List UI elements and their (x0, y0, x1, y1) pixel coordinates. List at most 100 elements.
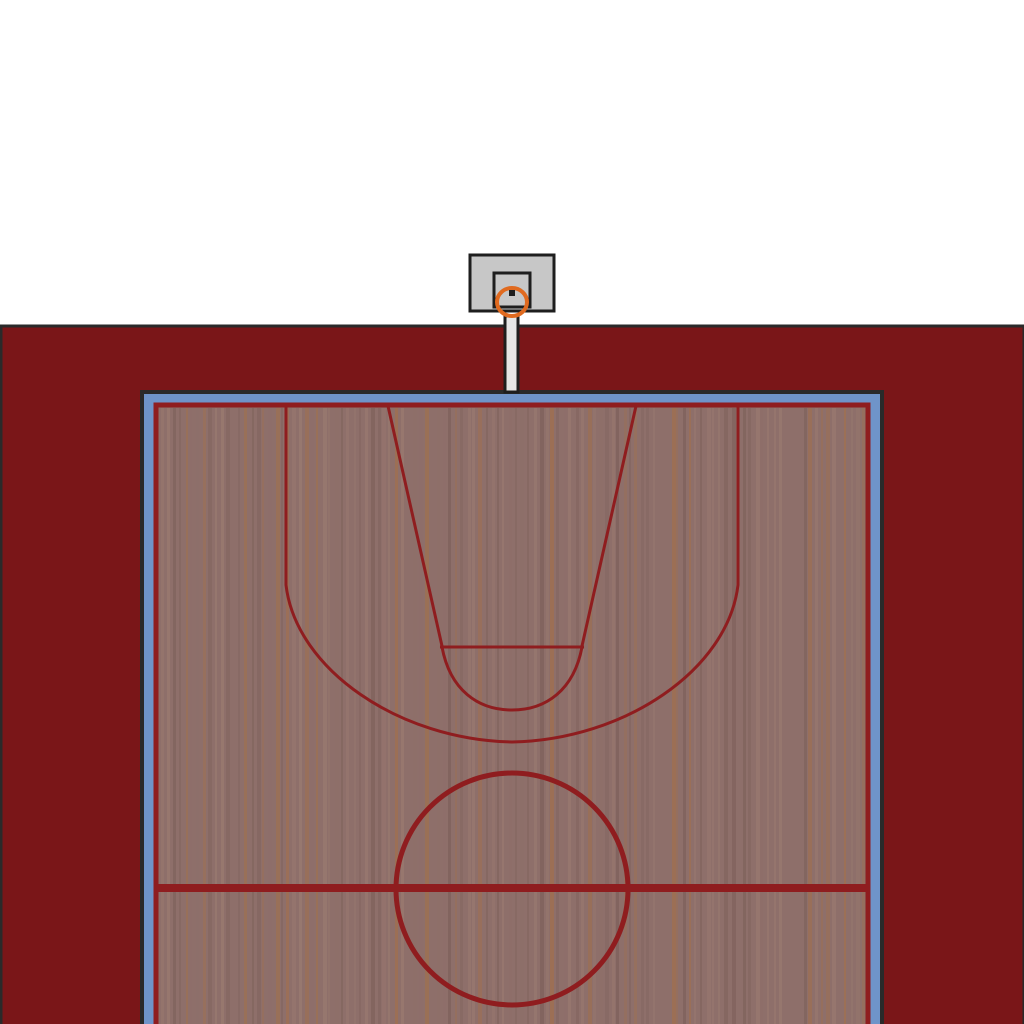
floor-plank (774, 408, 776, 1024)
floor-plank (161, 408, 164, 1024)
backboard (468, 253, 556, 313)
floor-plank (527, 408, 529, 1024)
floor-plank (832, 408, 836, 1024)
three-point-arc (284, 406, 740, 744)
floor-plank (844, 408, 846, 1024)
floor-plank (546, 408, 549, 1024)
floor-plank (672, 408, 676, 1024)
floor-plank (815, 408, 818, 1024)
floor-plank (724, 408, 728, 1024)
floor-plank (839, 408, 842, 1024)
floor-plank (378, 408, 381, 1024)
hoop-pole (503, 314, 520, 394)
floor-plank (419, 408, 423, 1024)
floor-plank (203, 408, 206, 1024)
floor-plank (299, 408, 302, 1024)
free-throw-semicircle (440, 646, 584, 712)
floor-plank (588, 408, 592, 1024)
floor-plank (173, 408, 176, 1024)
floor-plank (540, 408, 544, 1024)
floor-plank (616, 408, 619, 1024)
court-markings (156, 405, 868, 1008)
floor-plank (712, 408, 714, 1024)
floor-plank (605, 408, 609, 1024)
floor-plank (748, 408, 751, 1024)
floor-plank (785, 408, 789, 1024)
floor-plank (167, 408, 170, 1024)
floor-plank (244, 408, 247, 1024)
floor-plank (472, 408, 475, 1024)
floor-plank (676, 408, 678, 1024)
floor-plank (520, 408, 524, 1024)
floor-plank (316, 408, 318, 1024)
floor-plank (365, 408, 368, 1024)
floor-plank (468, 408, 471, 1024)
floor-plank (659, 408, 663, 1024)
floor-plank (534, 408, 537, 1024)
floor-plank (221, 408, 224, 1024)
floor-plank (646, 408, 649, 1024)
floor-plank (281, 408, 283, 1024)
free-throw-lane (386, 405, 638, 647)
backboard-target-square (492, 271, 532, 309)
floor-plank (359, 408, 361, 1024)
floor-plank (443, 408, 446, 1024)
floor-plank (568, 408, 571, 1024)
floor-plank (576, 408, 579, 1024)
floor-plank (737, 408, 739, 1024)
floor-plank (215, 408, 217, 1024)
floor-plank (707, 408, 711, 1024)
floor-plank (593, 408, 596, 1024)
floor-plank (388, 408, 390, 1024)
floor-plank (190, 408, 192, 1024)
floor-plank (354, 408, 356, 1024)
floor-plank (478, 408, 482, 1024)
floor-plank (804, 408, 807, 1024)
floor-plank (862, 408, 865, 1024)
floor-plank (323, 408, 327, 1024)
floor-plank (856, 408, 860, 1024)
floor-plank (238, 408, 240, 1024)
floor-plank (564, 408, 567, 1024)
floor-plank (437, 408, 440, 1024)
floor-plank (689, 408, 691, 1024)
floor-plank (550, 408, 554, 1024)
floor-plank (515, 408, 517, 1024)
floor-plank (382, 408, 386, 1024)
floor-plank (431, 408, 433, 1024)
floor-plank (413, 408, 417, 1024)
floor-plank (718, 408, 720, 1024)
floor-planks (161, 408, 865, 1024)
floor-plank (629, 408, 631, 1024)
floor-plank (486, 408, 488, 1024)
floor-plank (664, 408, 666, 1024)
floor-plank (371, 408, 375, 1024)
floor-plank (305, 408, 309, 1024)
floor-plank (779, 408, 782, 1024)
hoop-rim (495, 286, 529, 318)
floor-plank (497, 408, 499, 1024)
floor-plank (341, 408, 343, 1024)
floor-plank (694, 408, 696, 1024)
floor-plank (252, 408, 254, 1024)
floor-plank (767, 408, 769, 1024)
floor-plank (226, 408, 230, 1024)
floor-plank (808, 408, 812, 1024)
floor-plank (401, 408, 404, 1024)
floor-plank (448, 408, 451, 1024)
floor-plank (700, 408, 702, 1024)
floor-plank (425, 408, 429, 1024)
rim-connector (509, 290, 515, 296)
floor-plank (492, 408, 495, 1024)
floor-plank (407, 408, 410, 1024)
floor-plank (821, 408, 823, 1024)
floor-plank (826, 408, 830, 1024)
floor-plank (732, 408, 736, 1024)
floor-plank (599, 408, 603, 1024)
floor-plank (346, 408, 349, 1024)
floor-plank (756, 408, 760, 1024)
floor-plank (455, 408, 457, 1024)
floor-plank (743, 408, 746, 1024)
floor-plank (257, 408, 261, 1024)
